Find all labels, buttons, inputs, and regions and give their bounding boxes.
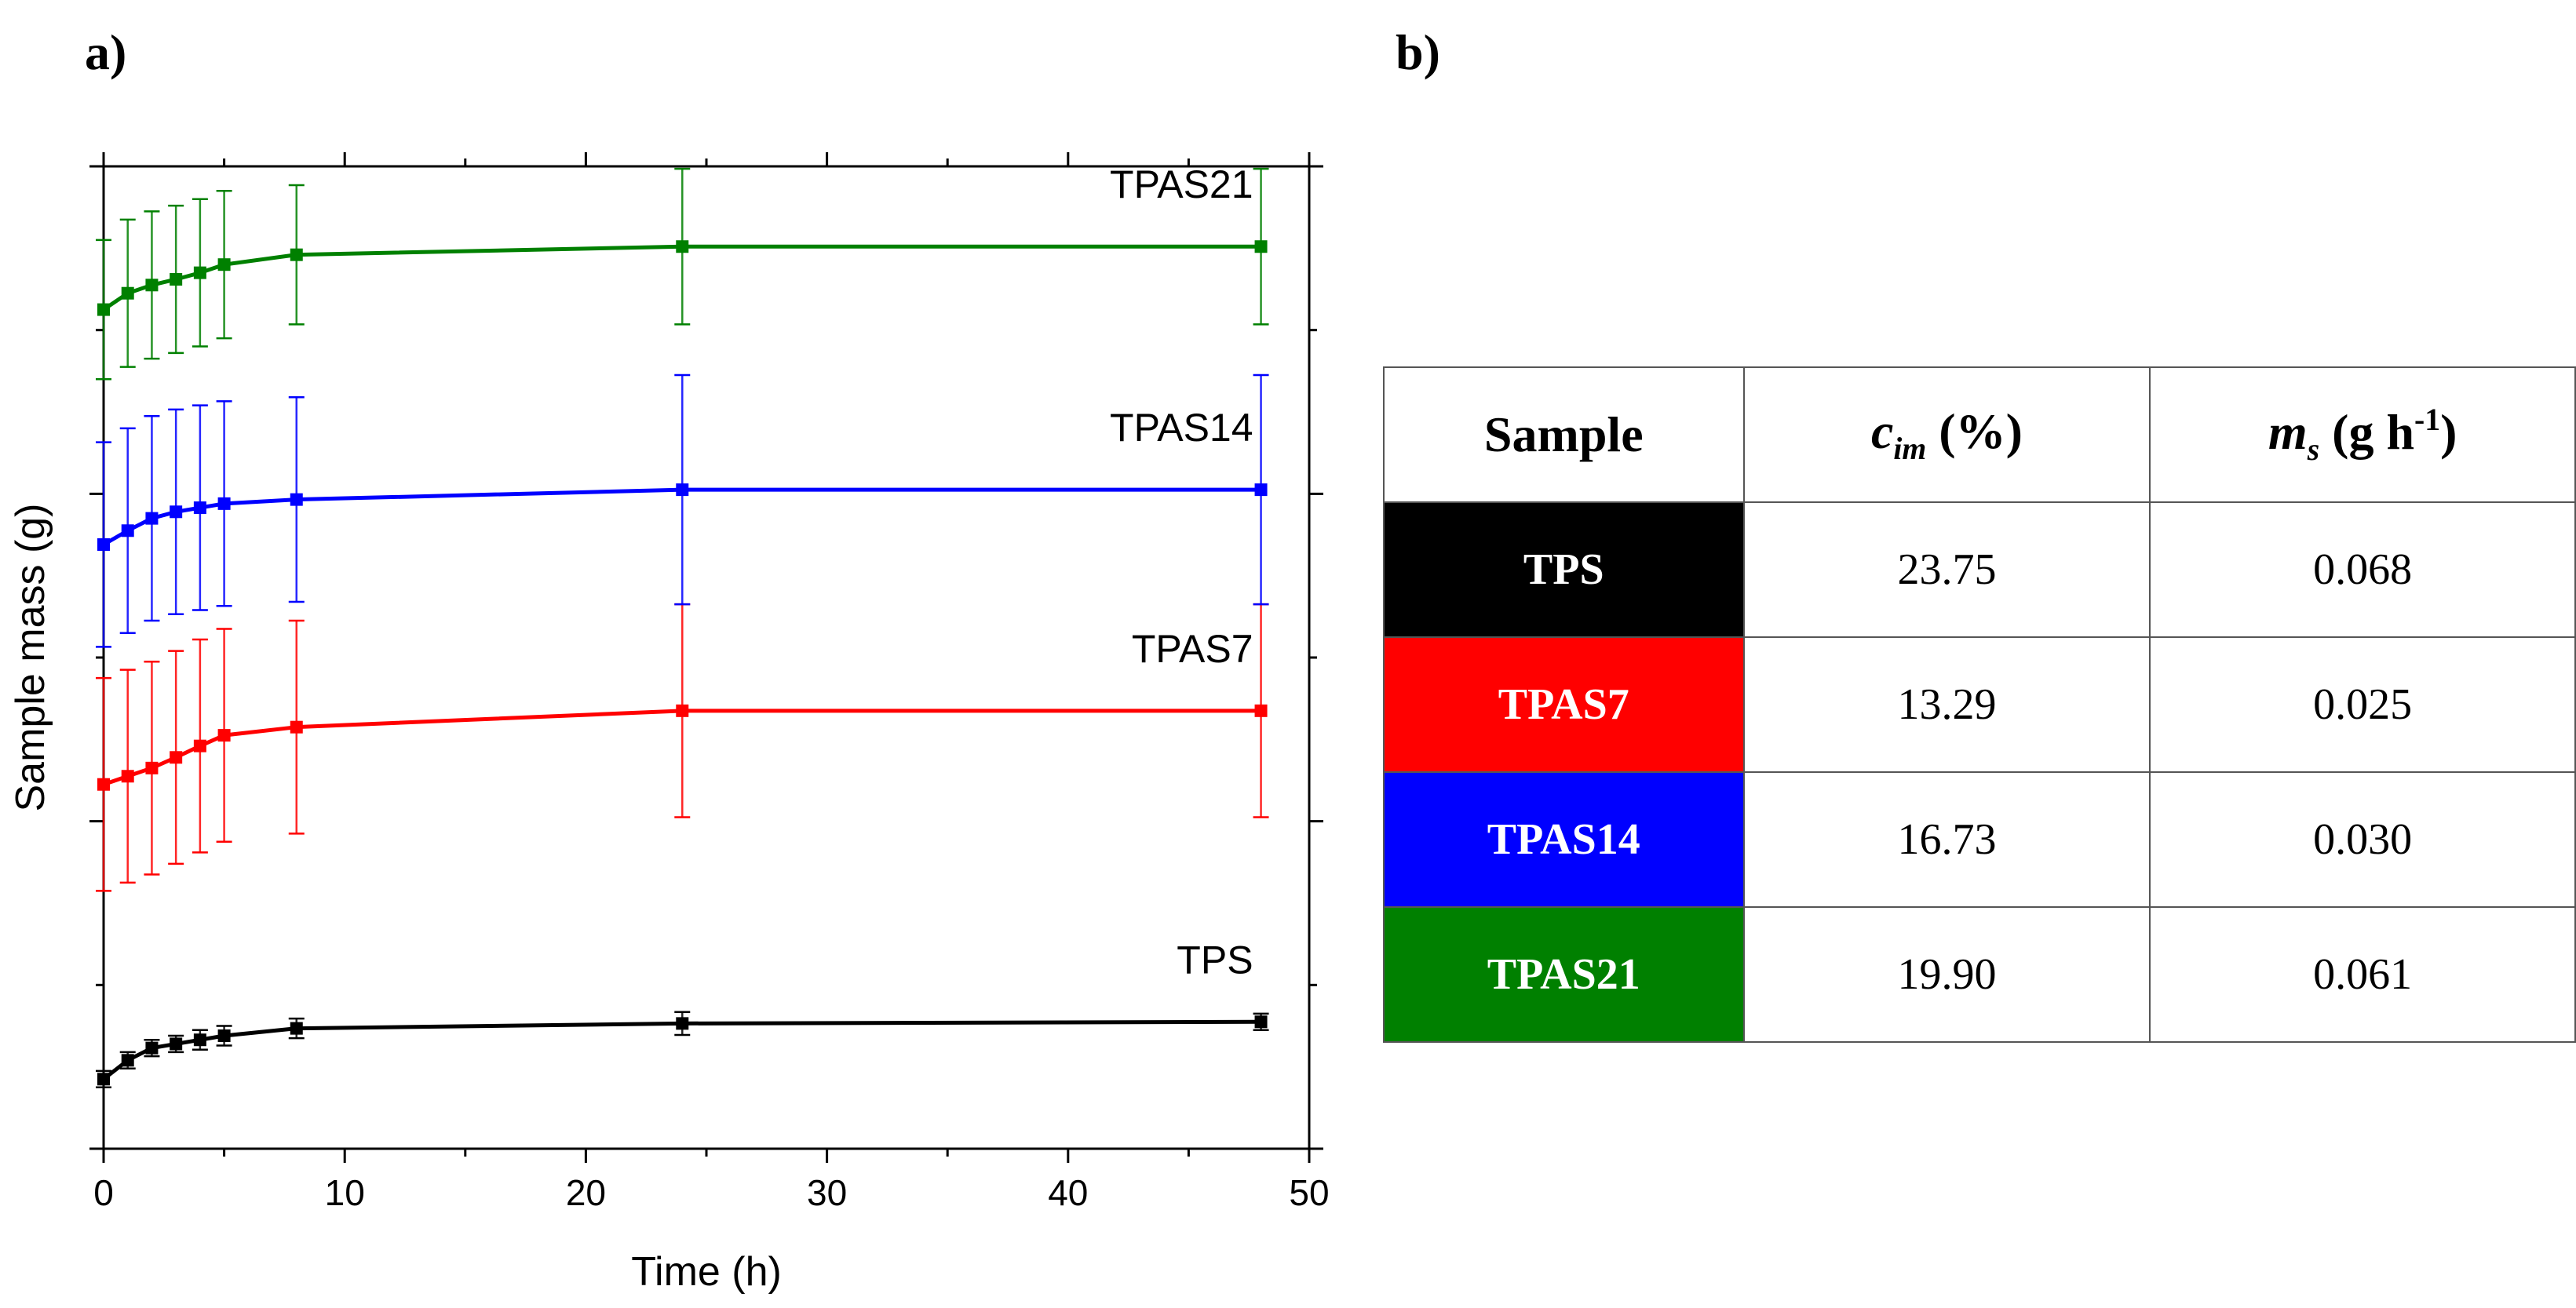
ms-cell: 0.030: [2149, 771, 2576, 908]
table-row: TPAS7 13.29 0.025: [1383, 636, 2576, 773]
data-point: [1254, 704, 1268, 717]
cim-cell: 13.29: [1742, 636, 2151, 773]
header-cim-symbol: c: [1870, 403, 1894, 460]
data-point: [290, 248, 303, 261]
series-labels: TPS TPAS7 TPAS14 TPAS21: [1110, 162, 1253, 982]
x-axis-label: Time (h): [631, 1249, 782, 1295]
data-point: [121, 1054, 134, 1067]
sample-cell: TPAS7: [1383, 636, 1745, 773]
cim-cell: 19.90: [1742, 906, 2151, 1043]
header-ms: ms (g h-1): [2149, 366, 2576, 503]
header-ms-unit: (g h: [2319, 403, 2415, 460]
data-point: [676, 483, 689, 497]
data-point: [193, 266, 206, 279]
ms-cell: 0.025: [2149, 636, 2576, 773]
data-point: [217, 497, 231, 510]
header-ms-subscript: s: [2307, 432, 2320, 467]
mass-time-chart: 0 10 20 30 40 50 TPS TPAS7 TPAS14 TPAS21 Time (h…: [8, 152, 1330, 1295]
data-point: [1254, 483, 1268, 497]
data-point: [290, 493, 303, 506]
data-point: [676, 1017, 689, 1030]
table-header-row: Sample cim (%) ms (g h-1): [1383, 366, 2576, 503]
x-tick-label: 40: [1048, 1172, 1088, 1213]
series-label-tpas14: TPAS14: [1110, 406, 1253, 450]
data-point: [290, 1022, 303, 1035]
data-point: [217, 258, 231, 271]
table-row: TPAS14 16.73 0.030: [1383, 771, 2576, 908]
data-point: [170, 751, 183, 764]
panel-b-label: b): [1396, 24, 1440, 80]
x-tick-label: 0: [93, 1172, 114, 1213]
data-point: [217, 1029, 231, 1043]
header-ms-superscript: -1: [2414, 403, 2441, 438]
x-tick-label: 30: [807, 1172, 847, 1213]
sample-cell: TPAS14: [1383, 771, 1745, 908]
data-point: [290, 720, 303, 734]
data-point: [121, 286, 134, 300]
data-point: [193, 739, 206, 752]
header-cim-unit: (%): [1926, 403, 2023, 460]
table-row: TPS 23.75 0.068: [1383, 501, 2576, 638]
data-point: [97, 303, 110, 316]
header-sample: Sample: [1383, 366, 1745, 503]
data-point: [145, 1041, 159, 1055]
summary-table: Sample cim (%) ms (g h-1) TPS 23.75 0.06…: [1383, 366, 2576, 1043]
data-point: [170, 505, 183, 519]
data-point: [97, 778, 110, 791]
cim-cell: 16.73: [1742, 771, 2151, 908]
panel-a-label: a): [85, 24, 127, 80]
data-point: [193, 1033, 206, 1047]
data-point: [217, 729, 231, 742]
data-point: [121, 770, 134, 783]
data-point: [170, 1037, 183, 1051]
x-tick-label: 50: [1289, 1172, 1329, 1213]
data-point: [1254, 1015, 1268, 1029]
data-point: [170, 272, 183, 286]
ms-cell: 0.061: [2149, 906, 2576, 1043]
data-point: [121, 524, 134, 537]
axis-ticks: 0 10 20 30 40 50: [89, 152, 1330, 1213]
series-label-tps: TPS: [1177, 938, 1253, 982]
cim-cell: 23.75: [1742, 501, 2151, 638]
plot-frame: [102, 165, 1311, 1150]
data-point: [97, 1073, 110, 1086]
x-tick-label: 20: [566, 1172, 606, 1213]
header-cim-subscript: im: [1893, 431, 1927, 466]
header-ms-symbol: m: [2268, 403, 2308, 460]
sample-cell: TPS: [1383, 501, 1745, 638]
data-point: [193, 501, 206, 515]
data-point: [145, 279, 159, 292]
series-group: [96, 167, 1269, 1088]
data-point: [1254, 240, 1268, 253]
data-point: [676, 704, 689, 717]
data-point: [145, 512, 159, 525]
x-tick-label: 10: [325, 1172, 365, 1213]
y-axis-label: Sample mass (g): [8, 504, 53, 812]
series-label-tpas21: TPAS21: [1110, 162, 1253, 206]
data-point: [97, 538, 110, 552]
header-ms-close: ): [2440, 403, 2457, 460]
series-label-tpas7: TPAS7: [1132, 627, 1253, 671]
data-point: [676, 240, 689, 253]
data-point: [145, 761, 159, 774]
sample-cell: TPAS21: [1383, 906, 1745, 1043]
table-row: TPAS21 19.90 0.061: [1383, 906, 2576, 1043]
header-cim: cim (%): [1742, 366, 2151, 503]
ms-cell: 0.068: [2149, 501, 2576, 638]
